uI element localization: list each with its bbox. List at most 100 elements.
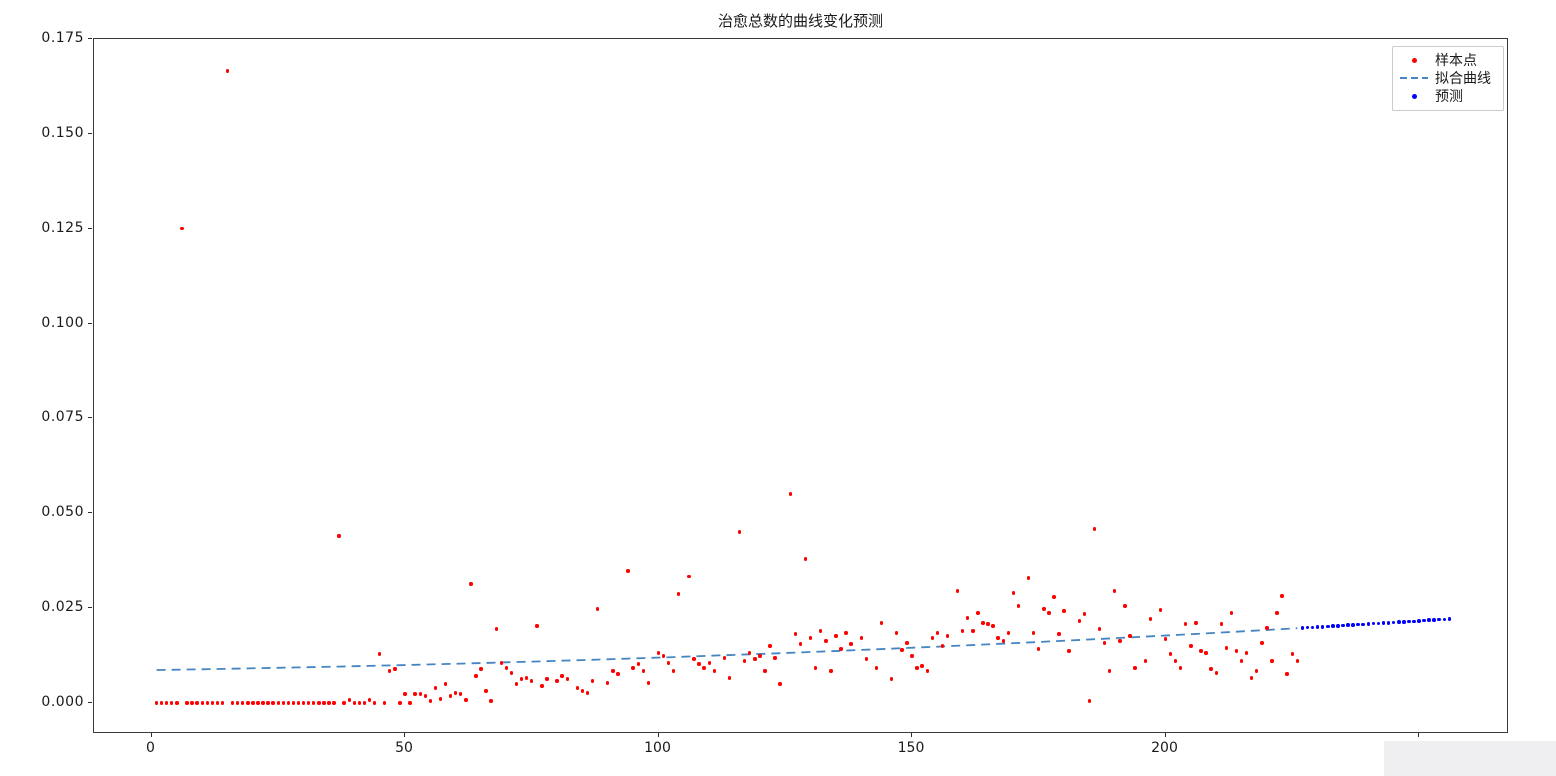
- y-axis-tick-label: 0.125: [41, 219, 84, 236]
- sample-point: [524, 676, 529, 680]
- prediction-point: [1447, 617, 1452, 621]
- prediction-point: [1386, 621, 1391, 625]
- sample-point: [362, 701, 367, 705]
- sample-point: [1113, 589, 1117, 593]
- prediction-point: [1371, 621, 1376, 626]
- sample-point: [859, 636, 863, 640]
- sample-point: [661, 654, 666, 658]
- prediction-point: [1346, 623, 1350, 628]
- prediction-point: [1396, 620, 1401, 624]
- prediction-point: [1422, 618, 1426, 623]
- x-axis-tick: [1418, 733, 1419, 737]
- sample-point: [1057, 632, 1061, 636]
- sample-point: [291, 701, 296, 705]
- sample-point: [955, 589, 960, 593]
- prediction-point: [1427, 618, 1431, 623]
- sample-point: [210, 701, 215, 705]
- sample-point: [915, 666, 919, 670]
- sample-point: [469, 582, 473, 586]
- y-axis-tick-label: 0.050: [41, 504, 84, 521]
- sample-point: [1239, 659, 1244, 663]
- sample-point: [1265, 626, 1269, 630]
- x-axis-tick: [657, 733, 659, 737]
- sample-point: [448, 694, 453, 698]
- sample-point: [925, 669, 929, 673]
- sample-point: [819, 629, 823, 633]
- sample-point: [763, 669, 767, 673]
- sample-point: [464, 698, 468, 702]
- sample-point: [286, 701, 291, 705]
- prediction-point: [1361, 622, 1366, 627]
- sample-point: [1290, 652, 1294, 656]
- sample-point: [484, 689, 488, 693]
- sample-point: [276, 701, 280, 705]
- sample-point: [433, 686, 438, 690]
- sample-point: [215, 701, 220, 705]
- y-axis-tick-label: 0.075: [41, 409, 84, 426]
- sample-point: [337, 534, 341, 538]
- sample-point: [489, 699, 493, 703]
- sample-point: [1118, 639, 1122, 643]
- sample-point: [1102, 641, 1107, 645]
- sample-point: [1006, 631, 1011, 635]
- sample-point: [905, 641, 909, 645]
- sample-point: [722, 656, 727, 660]
- sample-point: [1163, 637, 1168, 641]
- sample-point: [813, 666, 818, 670]
- sample-point: [824, 639, 828, 643]
- y-axis-tick-label: 0.000: [41, 694, 84, 710]
- sample-point: [555, 679, 559, 683]
- sample-point: [408, 701, 412, 705]
- prediction-point: [1341, 623, 1345, 628]
- sample-point: [631, 666, 635, 670]
- sample-point: [712, 669, 716, 673]
- sample-point: [1082, 612, 1087, 616]
- prediction-point: [1401, 620, 1406, 624]
- sample-point: [930, 636, 934, 640]
- sample-point: [773, 656, 777, 660]
- sample-point: [803, 557, 808, 561]
- x-axis-tick-label: 50: [395, 740, 413, 756]
- sample-point: [504, 666, 509, 670]
- sample-point: [890, 677, 894, 681]
- sample-point: [1001, 639, 1005, 643]
- sample-point: [672, 669, 676, 673]
- sample-point: [1179, 666, 1183, 670]
- sample-point: [697, 662, 701, 666]
- sample-point: [377, 652, 382, 656]
- sample-point: [494, 627, 498, 631]
- legend-label: 预测: [1435, 89, 1463, 105]
- sample-point: [636, 662, 640, 666]
- sample-dot-icon: [1399, 57, 1429, 63]
- sample-point: [403, 692, 407, 696]
- sample-point: [1052, 595, 1056, 599]
- sample-point: [834, 634, 838, 638]
- sample-point: [225, 69, 230, 73]
- y-axis-tick-label: 0.150: [41, 124, 84, 141]
- x-axis-tick: [150, 733, 152, 737]
- prediction-point: [1315, 625, 1320, 629]
- sample-point: [514, 682, 519, 686]
- legend: 样本点 拟合曲线 预测: [1392, 46, 1504, 111]
- sample-point: [966, 616, 970, 620]
- prediction-point: [1381, 621, 1386, 625]
- sample-point: [580, 689, 585, 693]
- prediction-point: [1336, 624, 1340, 628]
- sample-point: [641, 669, 645, 673]
- sample-point: [1067, 649, 1071, 653]
- sample-point: [879, 621, 884, 625]
- y-axis-tick-label: 0.025: [41, 599, 84, 616]
- sample-point: [1077, 619, 1081, 623]
- sample-point: [190, 701, 194, 705]
- prediction-point: [1432, 618, 1436, 622]
- prediction-point: [1300, 626, 1305, 630]
- sample-point: [393, 667, 397, 671]
- sample-point: [656, 651, 661, 655]
- sample-point: [230, 701, 235, 705]
- sample-point: [246, 701, 250, 705]
- sample-point: [808, 636, 813, 640]
- sample-point: [519, 677, 524, 681]
- sample-point: [205, 701, 209, 705]
- sample-point: [296, 701, 301, 705]
